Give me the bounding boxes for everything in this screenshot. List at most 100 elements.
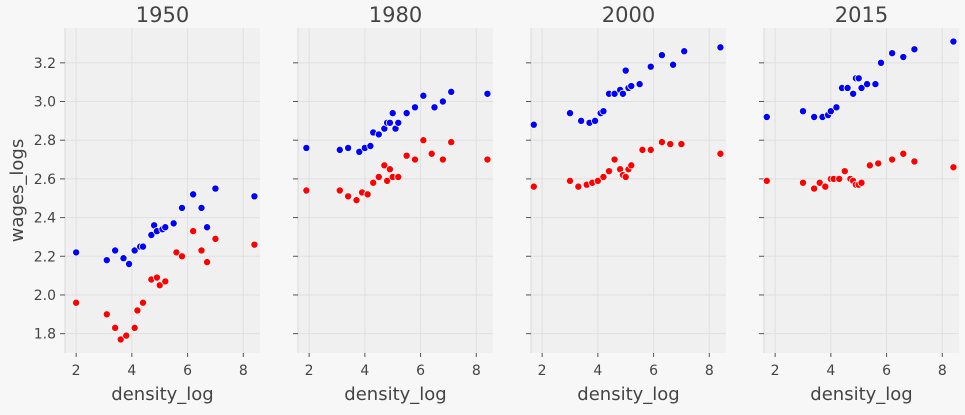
- red-data-point: [483, 155, 492, 164]
- red-data-point: [899, 149, 908, 158]
- blue-data-point: [646, 62, 655, 71]
- blue-data-point: [130, 246, 139, 255]
- red-data-point: [116, 335, 125, 344]
- red-data-point: [810, 184, 819, 193]
- blue-data-point: [385, 118, 394, 127]
- red-data-point: [815, 178, 824, 187]
- red-data-point: [762, 176, 771, 185]
- red-data-point: [189, 227, 198, 236]
- blue-data-point: [177, 203, 186, 212]
- red-data-point: [799, 178, 808, 187]
- panel-title: 1980: [369, 3, 422, 27]
- blue-data-point: [374, 130, 383, 139]
- blue-data-point: [849, 89, 858, 98]
- blue-data-point: [716, 43, 725, 52]
- red-data-point: [566, 176, 575, 185]
- red-data-point: [369, 178, 378, 187]
- red-data-point: [172, 248, 181, 257]
- blue-data-point: [826, 107, 835, 116]
- blue-data-point: [669, 60, 678, 69]
- red-data-point: [627, 161, 636, 170]
- x-axis-label: density_log: [344, 384, 446, 405]
- blue-data-point: [102, 256, 111, 265]
- x-tick-label: 6: [649, 363, 658, 379]
- blue-data-point: [799, 107, 808, 116]
- blue-data-point: [566, 109, 575, 118]
- x-tick-label: 8: [938, 363, 947, 379]
- red-data-point: [155, 281, 164, 290]
- panel-2000: 2 4 6 8 2000 density_log: [526, 3, 726, 405]
- blue-data-point: [832, 103, 841, 112]
- blue-data-point: [657, 51, 666, 60]
- y-tick-label: 3.2: [34, 56, 56, 72]
- blue-data-point: [394, 118, 403, 127]
- x-tick-label: 4: [593, 363, 602, 379]
- red-data-point: [529, 182, 538, 191]
- y-tick-label: 2.4: [34, 211, 56, 227]
- blue-data-point: [211, 184, 220, 193]
- x-axis-label: density_log: [810, 384, 912, 405]
- red-data-point: [840, 167, 849, 176]
- x-tick-label: 4: [826, 363, 835, 379]
- red-data-point: [130, 323, 139, 332]
- red-data-point: [621, 172, 630, 181]
- x-tick-label: 2: [538, 363, 547, 379]
- blue-data-point: [119, 254, 128, 263]
- blue-data-point: [161, 223, 170, 232]
- blue-data-point: [635, 80, 644, 89]
- red-data-point: [438, 155, 447, 164]
- red-data-point: [835, 174, 844, 183]
- blue-data-point: [483, 89, 492, 98]
- red-data-point: [302, 186, 311, 195]
- blue-data-point: [335, 145, 344, 154]
- blue-data-point: [591, 116, 600, 125]
- red-data-point: [610, 155, 619, 164]
- red-data-point: [666, 140, 675, 149]
- blue-data-point: [621, 66, 630, 75]
- red-data-point: [638, 145, 647, 154]
- x-tick-label: 6: [183, 363, 192, 379]
- panel-background: [531, 28, 726, 353]
- panel-1980: 2 4 6 8 1980 density_log: [293, 3, 493, 405]
- x-tick-label: 6: [416, 363, 425, 379]
- blue-data-point: [810, 112, 819, 121]
- y-axis-label: wages_logs: [7, 139, 28, 242]
- blue-data-point: [410, 103, 419, 112]
- red-data-point: [380, 161, 389, 170]
- red-data-point: [574, 182, 583, 191]
- panel-title: 2000: [602, 3, 655, 27]
- blue-data-point: [197, 203, 206, 212]
- red-data-point: [177, 252, 186, 261]
- x-tick-label: 6: [882, 363, 891, 379]
- blue-data-point: [599, 107, 608, 116]
- red-data-point: [888, 155, 897, 164]
- red-data-point: [447, 138, 456, 147]
- blue-data-point: [877, 58, 886, 67]
- red-data-point: [605, 167, 614, 176]
- blue-data-point: [388, 109, 397, 118]
- y-tick-label: 2.6: [34, 172, 56, 188]
- red-data-point: [716, 149, 725, 158]
- panel-background: [298, 28, 493, 353]
- blue-data-point: [863, 80, 872, 89]
- red-data-point: [211, 234, 220, 243]
- red-data-point: [874, 159, 883, 168]
- red-data-point: [383, 176, 392, 185]
- blue-data-point: [402, 109, 411, 118]
- blue-data-point: [203, 223, 212, 232]
- y-tick-label: 2.0: [34, 288, 56, 304]
- panel-title: 1950: [136, 3, 189, 27]
- blue-data-point: [899, 53, 908, 62]
- red-data-point: [335, 186, 344, 195]
- blue-data-point: [871, 80, 880, 89]
- blue-data-point: [419, 91, 428, 100]
- x-tick-label: 2: [72, 363, 81, 379]
- blue-data-point: [438, 97, 447, 106]
- blue-data-point: [627, 82, 636, 91]
- blue-data-point: [125, 260, 134, 269]
- x-tick-label: 4: [360, 363, 369, 379]
- blue-data-point: [680, 47, 689, 56]
- red-data-point: [122, 331, 131, 340]
- red-data-point: [427, 149, 436, 158]
